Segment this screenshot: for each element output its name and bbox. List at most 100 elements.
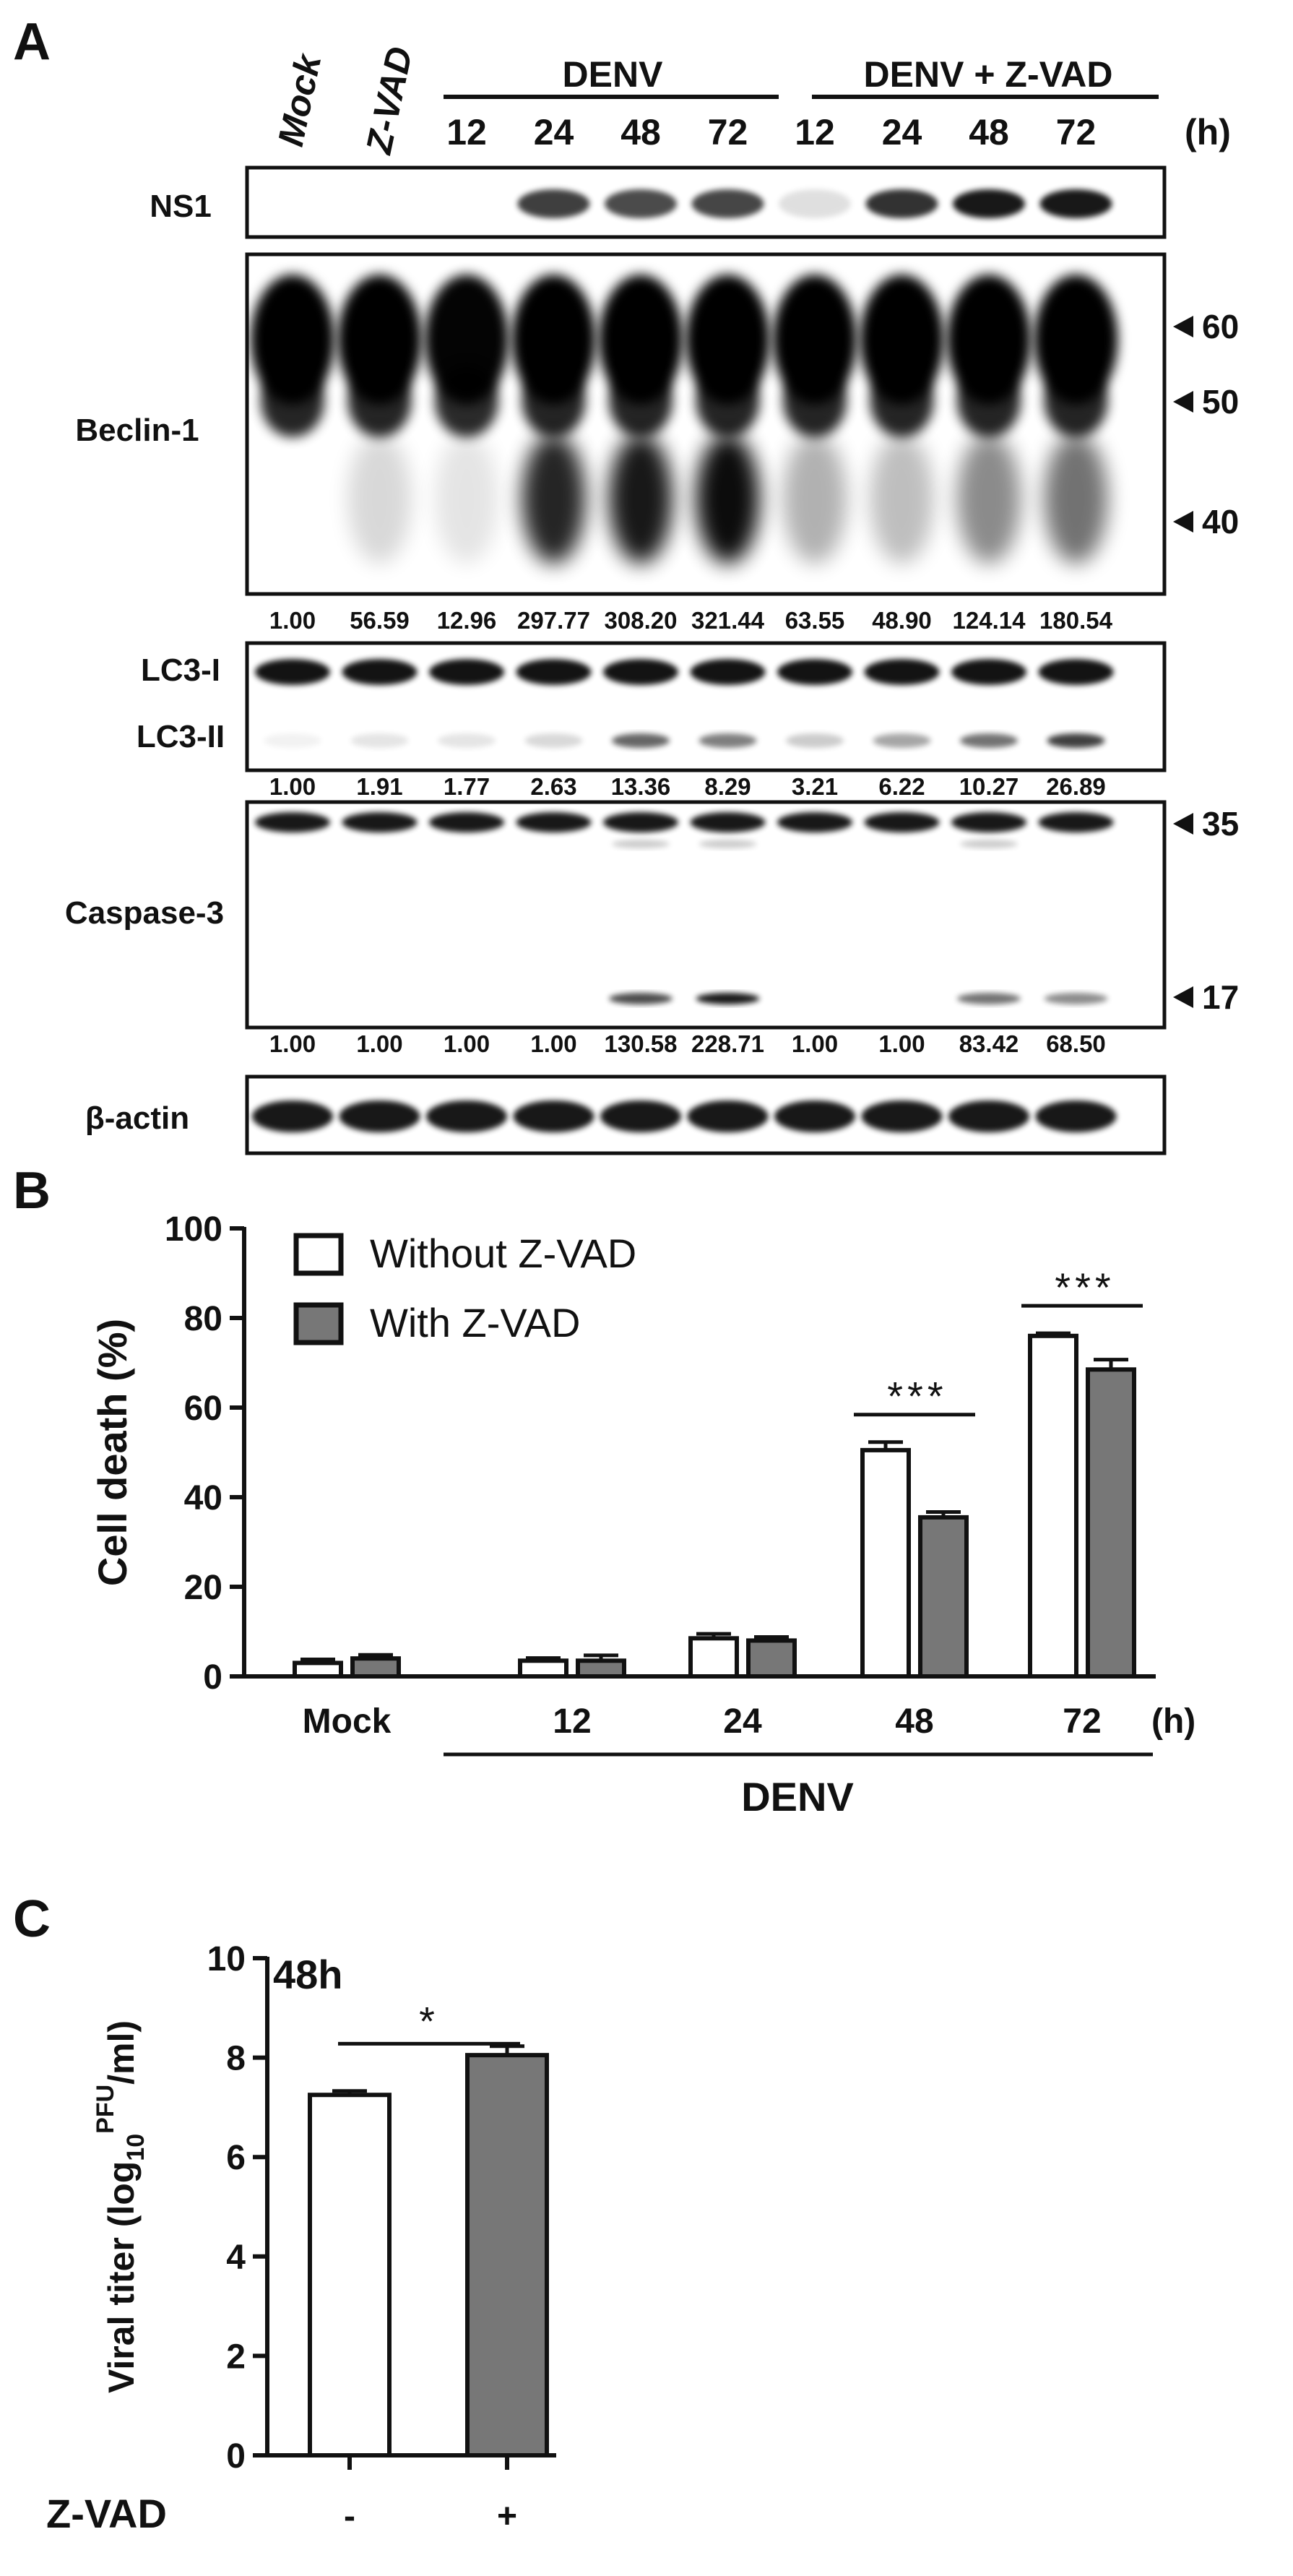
blot-band [339, 1100, 420, 1132]
bar [1028, 1333, 1078, 1679]
blot-band [870, 365, 934, 437]
blot-band [686, 275, 770, 405]
blot-band [264, 733, 321, 748]
blot-band [1044, 365, 1108, 437]
blot-band [786, 733, 844, 748]
y-tick-label: 20 [184, 1569, 222, 1607]
blot-band [337, 275, 422, 405]
mw-marker-label: 17 [1202, 978, 1239, 1016]
y-axis-title: Cell death (%) [90, 1319, 135, 1586]
quant-value: 68.50 [1046, 1030, 1106, 1057]
blot-band [1038, 659, 1114, 685]
blot-label-ns1: NS1 [150, 189, 212, 224]
blot-band [696, 434, 760, 564]
time-label: 48 [969, 112, 1009, 152]
blot-band [517, 189, 590, 218]
blot-band [342, 659, 418, 685]
mw-marker-label: 60 [1202, 308, 1239, 345]
blot-band [609, 993, 673, 1004]
blot-band [1035, 1100, 1117, 1132]
mw-marker-label: 35 [1202, 805, 1239, 843]
x-tick-label: 48 [895, 1702, 933, 1741]
blot-band [429, 659, 504, 685]
blot-band [960, 733, 1018, 748]
blot-band [948, 1100, 1029, 1132]
blot-band [609, 434, 673, 564]
blot-ns1: NS1 [150, 165, 1167, 239]
quant-value: 1.00 [792, 1030, 838, 1057]
quant-value: 228.71 [691, 1030, 764, 1057]
time-label: 12 [795, 112, 835, 152]
quant-value: 124.14 [953, 607, 1026, 634]
mw-arrow-icon [1173, 316, 1193, 337]
quant-row-lc3: 1.00 1.91 1.77 2.63 13.36 8.29 3.21 6.22 10.27 26… [269, 773, 1106, 800]
blot-band [690, 659, 766, 685]
lane-label-mock: Mock [270, 49, 329, 150]
legend-swatch [293, 1233, 344, 1276]
blot-band [435, 434, 498, 564]
blot-band [951, 659, 1026, 685]
y-tick-label: 60 [184, 1390, 222, 1428]
time-label: 72 [708, 112, 748, 152]
quant-value: 308.20 [605, 607, 678, 634]
quant-value: 8.29 [704, 773, 751, 800]
x-tick-label: 24 [723, 1702, 762, 1741]
quant-value: 12.96 [437, 607, 497, 634]
mw-marker-label: 40 [1202, 503, 1239, 540]
blot-band [861, 1100, 943, 1132]
blot-band [429, 812, 504, 832]
y-tick-label: 80 [184, 1300, 222, 1338]
x-axis-title: Z-VAD [46, 2491, 167, 2536]
quant-value: 1.00 [269, 1030, 316, 1057]
quant-value: 1.00 [269, 607, 316, 634]
mw-arrow-icon [1173, 391, 1193, 413]
blot-beta-actin: β-actin [85, 1074, 1167, 1155]
blot-band [516, 812, 592, 832]
blot-band [522, 365, 586, 437]
blot-band [612, 733, 670, 748]
blot-band [603, 659, 678, 685]
panel-a-letter: A [13, 13, 51, 71]
time-label: 24 [534, 112, 574, 152]
y-tick-label: 4 [226, 2239, 246, 2277]
quant-value: 3.21 [792, 773, 838, 800]
blot-band [425, 275, 509, 405]
blot-band [350, 733, 409, 748]
blot-band [511, 275, 596, 405]
blot-band [783, 434, 847, 564]
quant-value: 83.42 [959, 1030, 1019, 1057]
quant-value: 1.00 [356, 1030, 402, 1057]
blot-band [773, 275, 857, 405]
blot-band [261, 365, 324, 437]
quant-value: 1.91 [356, 773, 402, 800]
quant-value: 1.00 [530, 1030, 576, 1057]
blot-band [1044, 993, 1108, 1004]
bar [465, 2053, 549, 2457]
blot-band [612, 840, 670, 848]
blot-band [777, 659, 852, 685]
blot-band [522, 434, 586, 564]
blot-label-lc3-i: LC3-I [141, 652, 220, 688]
blot-band [690, 812, 766, 832]
blot-band [1044, 434, 1108, 564]
quant-value: 297.77 [517, 607, 590, 634]
blot-band [774, 1100, 855, 1132]
blot-band [947, 275, 1031, 405]
blot-band [435, 365, 498, 437]
blot-band [600, 1100, 681, 1132]
group-label-denv-zvad: DENV + Z-VAD [864, 54, 1113, 95]
mw-arrow-icon [1173, 986, 1193, 1008]
blot-band [696, 993, 760, 1004]
bar [860, 1447, 911, 1679]
y-tick-label: 0 [203, 1658, 222, 1697]
legend-label: Without Z-VAD [370, 1231, 636, 1276]
y-tick-label: 8 [226, 2040, 246, 2078]
mw-arrow-icon [1173, 813, 1193, 835]
denv-group-label: DENV [741, 1774, 854, 1819]
blot-band [603, 812, 678, 832]
blot-band [960, 840, 1018, 848]
bar [350, 1656, 401, 1679]
blot-label-beclin-1: Beclin-1 [75, 413, 199, 448]
quant-value: 2.63 [530, 773, 576, 800]
blot-band [687, 1100, 769, 1132]
